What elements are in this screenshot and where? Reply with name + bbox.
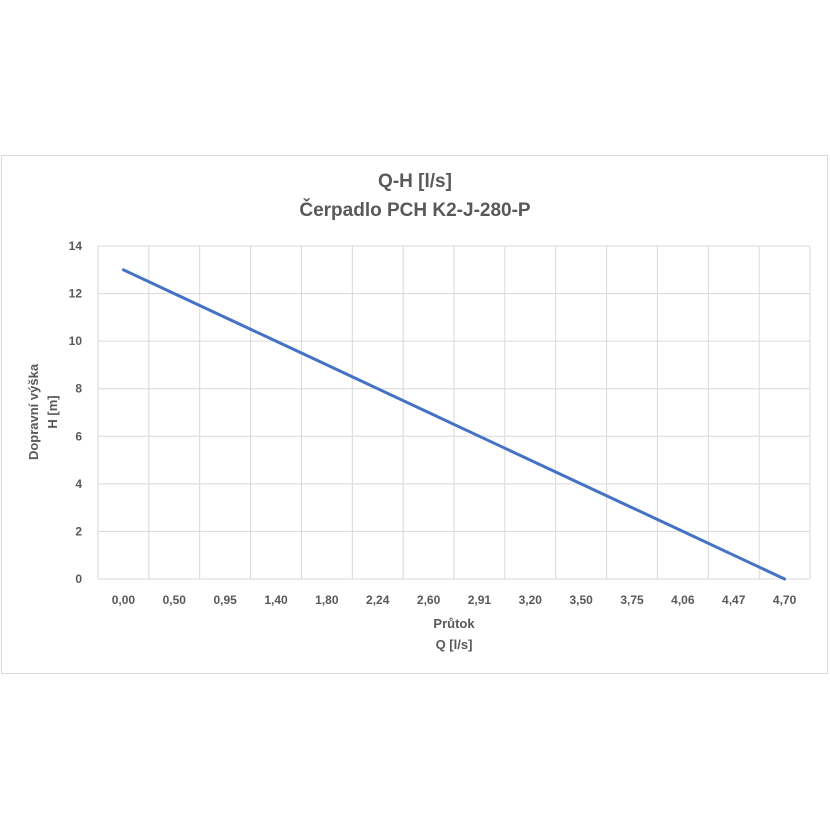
chart-subtitle: Čerpadlo PCH K2-J-280-P [299,200,531,221]
y-axis-label-line2: H [m] [45,395,60,428]
chart-title: Q-H [l/s] [378,171,452,192]
x-tick-label: 3,20 [519,593,543,607]
y-tick-labels: 0 2 4 6 8 10 12 14 [69,239,83,586]
x-tick-label: 1,80 [315,593,339,607]
x-tick-label: 0,95 [213,593,237,607]
series-group [121,268,787,581]
x-tick-label: 4,47 [722,593,746,607]
x-tick-label: 3,75 [620,593,644,607]
x-tick-label: 2,24 [366,593,390,607]
y-tick-label: 10 [69,334,83,348]
x-axis-label-line2: Q [l/s] [436,637,473,652]
x-tick-label: 2,60 [417,593,441,607]
x-tick-labels: 0,00 0,50 0,95 1,40 1,80 2,24 2,60 2,91 3,20 3,50… [112,593,797,607]
x-tick-label: 0,00 [112,593,136,607]
grid [97,245,811,580]
series-line [121,268,787,581]
x-tick-label: 1,40 [264,593,288,607]
x-tick-label: 3,50 [569,593,593,607]
y-tick-label: 14 [69,239,83,253]
y-tick-label: 0 [75,572,82,586]
x-tick-label: 2,91 [468,593,492,607]
y-tick-label: 8 [75,382,82,396]
y-tick-label: 4 [75,477,82,491]
y-axis-label-line1: Dopravní výška [26,363,41,460]
x-axis-label-line1: Průtok [433,616,475,631]
y-tick-label: 2 [75,524,82,538]
y-tick-label: 6 [75,429,82,443]
x-tick-label: 4,06 [671,593,695,607]
x-tick-label: 4,70 [773,593,797,607]
x-tick-label: 0,50 [163,593,187,607]
chart-frame [1,155,828,674]
y-tick-label: 12 [69,287,83,301]
